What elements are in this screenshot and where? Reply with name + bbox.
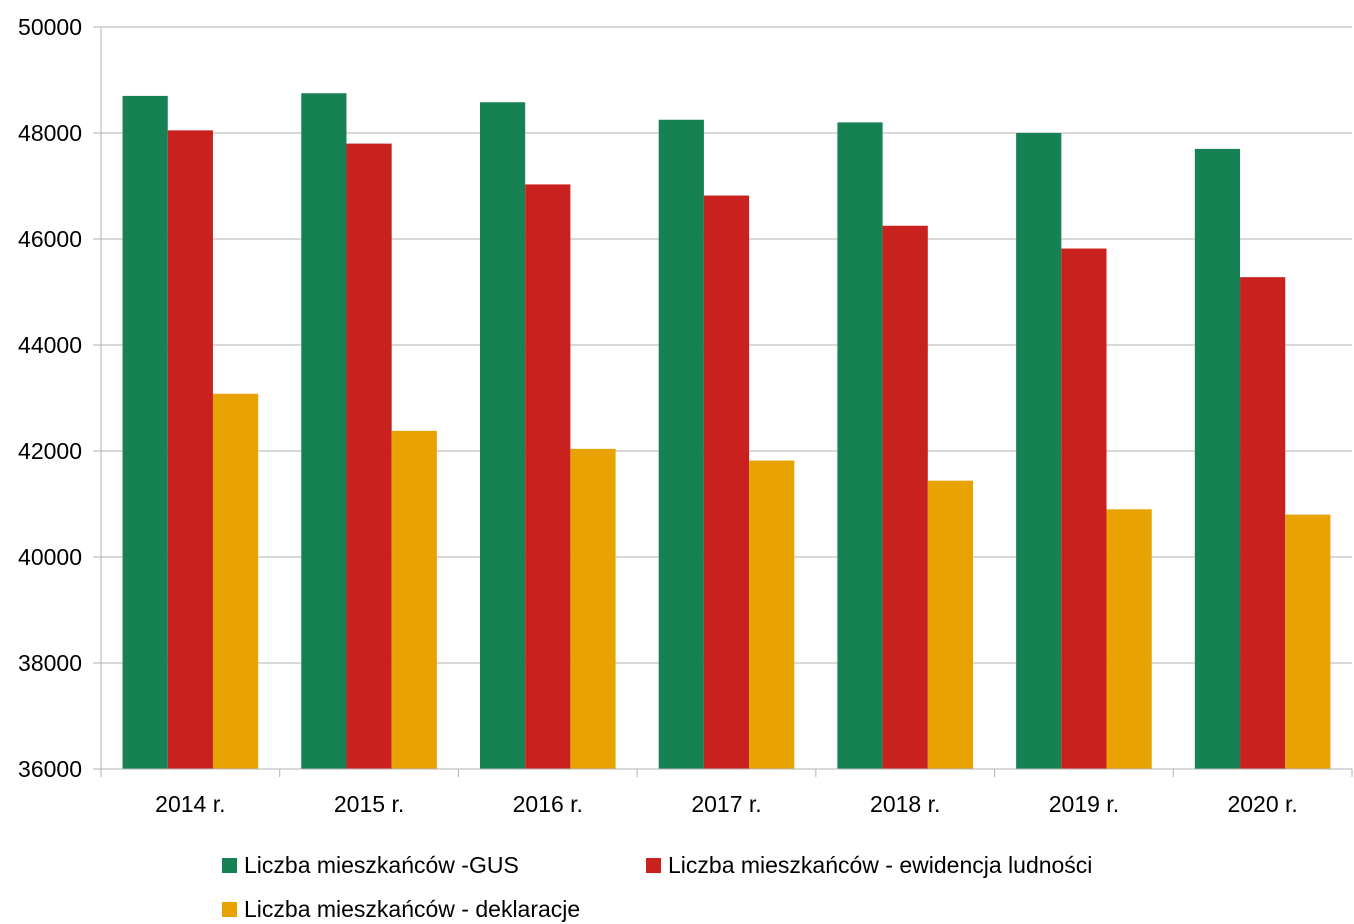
y-tick-label: 44000 xyxy=(18,332,82,358)
bar xyxy=(391,430,437,769)
bar xyxy=(837,122,883,769)
bar xyxy=(749,460,795,769)
bar xyxy=(212,393,259,769)
y-tick-labels: 36000 38000 40000 42000 44000 46000 4800… xyxy=(18,14,82,782)
y-tick-label: 50000 xyxy=(18,14,82,40)
x-tick-label: 2017 r. xyxy=(691,791,761,817)
y-tick-label: 40000 xyxy=(18,544,82,570)
legend-swatch xyxy=(222,902,237,917)
bar xyxy=(346,143,392,770)
x-tick-label: 2020 r. xyxy=(1227,791,1297,817)
x-tick-label: 2018 r. xyxy=(870,791,940,817)
bar xyxy=(167,130,213,770)
legend-item-gus: Liczba mieszkańców -GUS xyxy=(222,852,519,879)
bar xyxy=(1194,148,1241,769)
bars xyxy=(122,93,1331,770)
bar xyxy=(301,93,347,769)
y-tick-label: 38000 xyxy=(18,650,82,676)
bar xyxy=(479,102,526,769)
bar xyxy=(1016,133,1062,769)
legend-label: Liczba mieszkańców - deklaracje xyxy=(244,896,581,922)
bar xyxy=(927,480,974,769)
legend-label: Liczba mieszkańców - ewidencja ludności xyxy=(668,852,1093,878)
axes xyxy=(93,26,1353,777)
x-tick-label: 2016 r. xyxy=(513,791,583,817)
bar xyxy=(658,119,704,769)
bar xyxy=(703,195,750,770)
y-tick-label: 46000 xyxy=(18,226,82,252)
bar xyxy=(1106,509,1152,769)
legend-swatch xyxy=(646,858,661,873)
bar xyxy=(570,448,616,769)
bar xyxy=(882,225,928,769)
bar xyxy=(1285,514,1331,769)
x-tick-label: 2019 r. xyxy=(1049,791,1119,817)
bar xyxy=(1061,248,1107,770)
x-tick-label: 2014 r. xyxy=(155,791,225,817)
y-tick-label: 36000 xyxy=(18,756,82,782)
legend-label: Liczba mieszkańców -GUS xyxy=(244,852,519,878)
bar xyxy=(122,95,168,769)
legend-swatch xyxy=(222,858,237,873)
legend-item-deklaracje: Liczba mieszkańców - deklaracje xyxy=(222,896,580,923)
y-tick-label: 48000 xyxy=(18,120,82,146)
bar xyxy=(1240,277,1286,769)
y-tick-label: 42000 xyxy=(18,438,82,464)
x-tick-labels: 2014 r. 2015 r. 2016 r. 2017 r. 2018 r. … xyxy=(155,791,1298,817)
bar xyxy=(525,184,571,769)
x-tick-label: 2015 r. xyxy=(334,791,404,817)
legend-item-ewidencja: Liczba mieszkańców - ewidencja ludności xyxy=(646,852,1092,879)
